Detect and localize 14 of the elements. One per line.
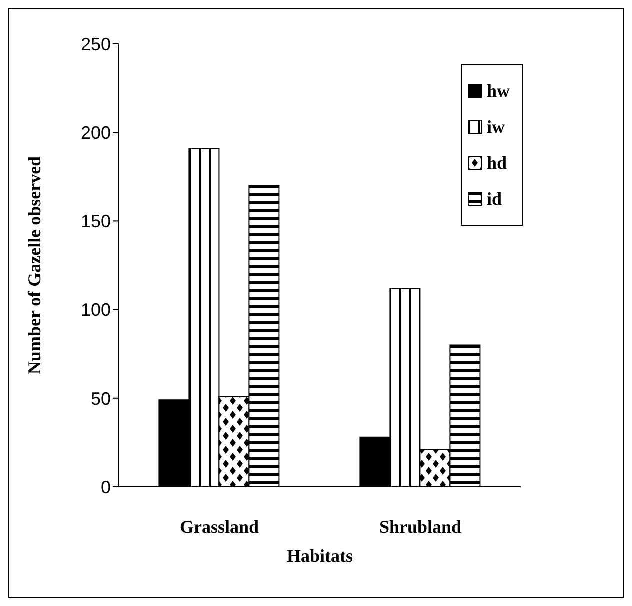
legend-label: hw	[487, 80, 510, 102]
legend-label: hd	[487, 152, 508, 174]
y-tick-label: 250	[80, 34, 111, 54]
legend-label: id	[487, 188, 502, 210]
y-axis-title: Number of Gazelle observed	[24, 156, 44, 375]
y-tick-label: 0	[100, 477, 111, 498]
x-tick-label: Shrubland	[379, 516, 462, 537]
y-tick-label: 200	[80, 122, 111, 143]
y-tick-label: 50	[90, 388, 111, 409]
y-tick-label: 150	[80, 212, 111, 232]
legend-label: iw	[487, 116, 505, 138]
x-tick-label: Grassland	[180, 516, 260, 537]
y-tick-label: 100	[80, 300, 111, 320]
x-axis-title: Habitats	[286, 546, 354, 566]
